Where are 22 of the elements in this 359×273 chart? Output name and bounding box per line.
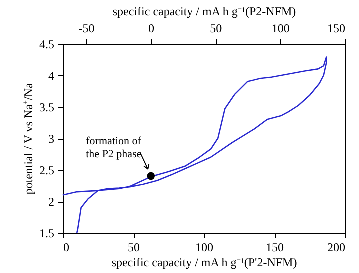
y-tick-label: 2.5 — [40, 164, 54, 178]
x2-tick-label: 150 — [328, 22, 346, 36]
x2-tick-label: -50 — [78, 22, 95, 36]
y-tick-label: 1.5 — [40, 226, 54, 240]
x2-tick-label: 0 — [148, 22, 154, 36]
x-tick-label: 0 — [64, 240, 70, 254]
x-tick-label: 100 — [196, 240, 214, 254]
y-axis-title: potential / V vs Na⁺/Na — [22, 82, 36, 195]
y-tick-label: 4.5 — [40, 38, 54, 52]
y-tick-label: 2 — [48, 195, 54, 209]
line-series — [62, 56, 328, 234]
x2-axis-title: specific capacity / mA h g⁻¹(P2-NFM) — [112, 4, 296, 18]
x-tick-label: 150 — [266, 240, 284, 254]
x-tick-label: 50 — [128, 240, 140, 254]
x2-tick-label: 100 — [272, 22, 290, 36]
x2-tick-label: 50 — [210, 22, 222, 36]
annotation: formation of the P2 phase — [86, 135, 142, 160]
y-tick-label: 4 — [48, 69, 54, 83]
x-tick-label: 200 — [328, 240, 346, 254]
y-tick-label: 3 — [48, 132, 54, 146]
y-tick-label: 3.5 — [40, 100, 54, 114]
x-axis-title: specific capacity / mA h g⁻¹(P'2-NFM) — [112, 256, 298, 270]
